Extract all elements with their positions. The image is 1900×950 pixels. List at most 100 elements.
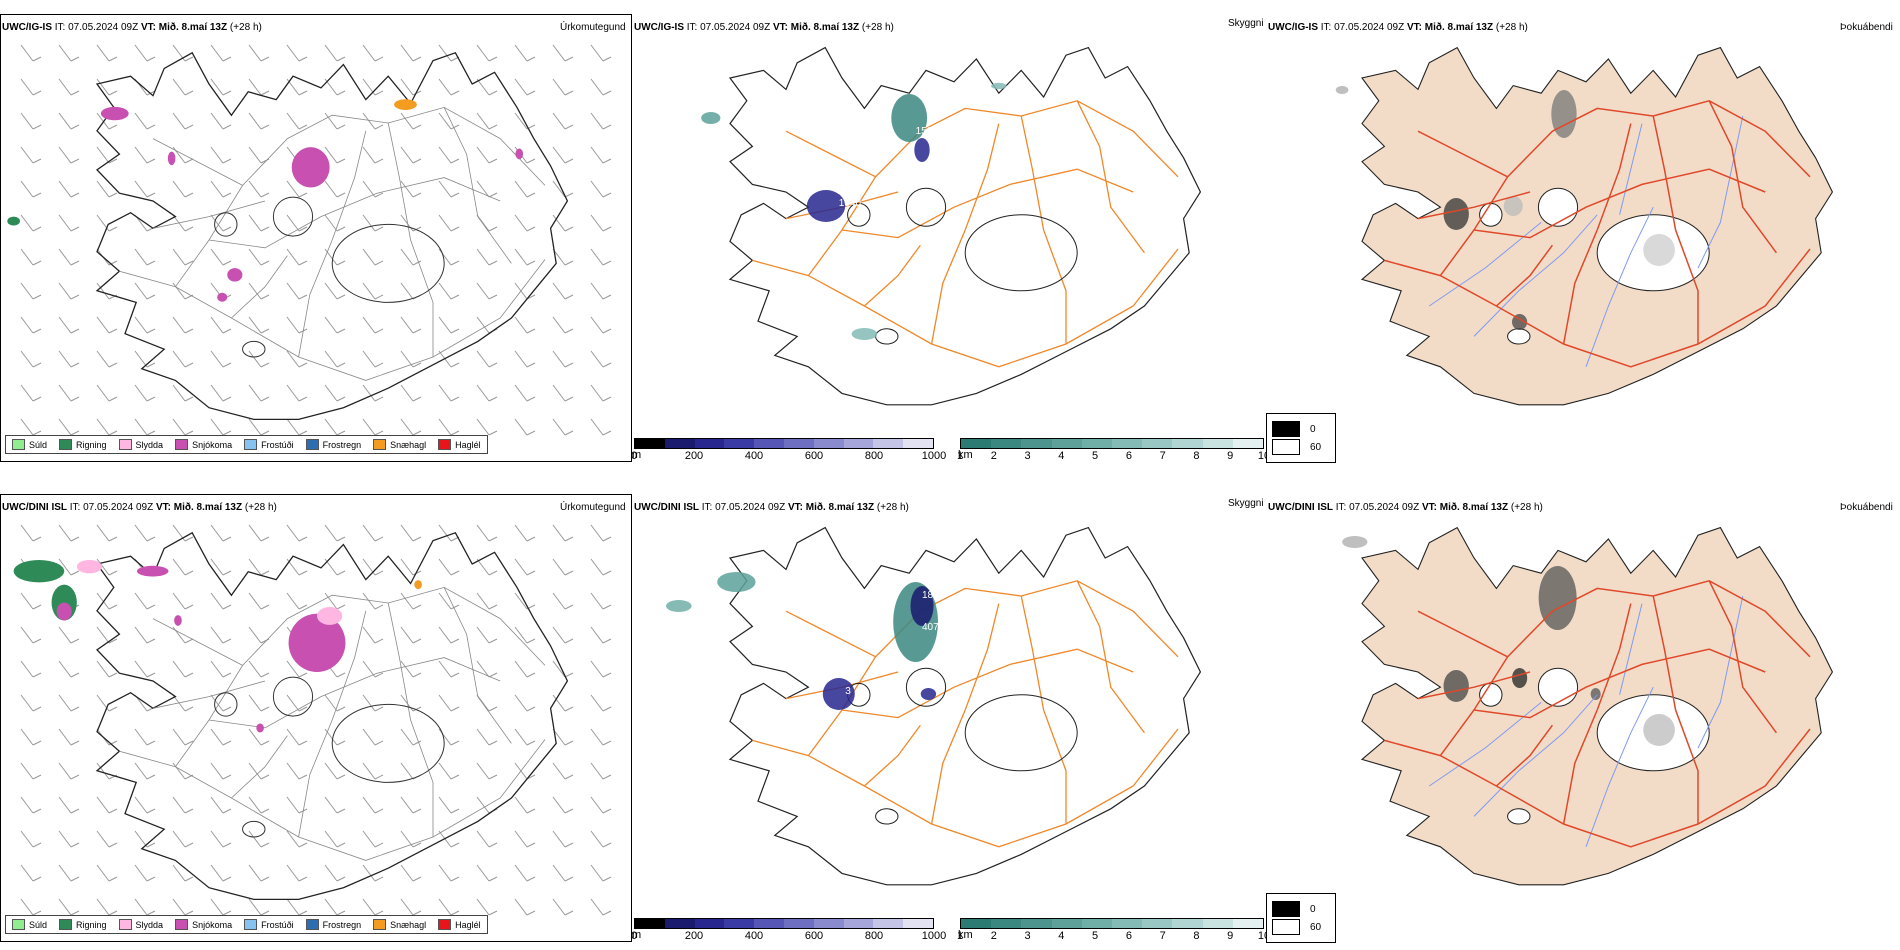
legend-item: Frostúði [244, 919, 294, 930]
precip-blob [414, 580, 422, 590]
colorbar-segment [1081, 919, 1113, 928]
glacier-outline [875, 328, 899, 345]
legend-label: Snæhagl [390, 919, 427, 930]
road [1439, 579, 1811, 757]
river-network [1428, 595, 1744, 847]
fog-legend-label: 60 [1310, 921, 1322, 933]
wind-barbs [20, 524, 612, 916]
colorbar-segment [813, 919, 844, 928]
precip-blob [136, 565, 169, 577]
ceiling-map-panel-1: 150 349 1040 [634, 30, 1274, 430]
fog-legend-label: 0 [1310, 903, 1316, 915]
colorbar-tick-label: 200 [684, 930, 704, 942]
colorbar-tick-label: 2 [990, 930, 997, 942]
fog-blob [1643, 234, 1675, 266]
colorbar-segment [1051, 439, 1082, 448]
road [1417, 130, 1508, 178]
road [152, 138, 243, 186]
colorbar-tick-label: 1 [956, 450, 964, 462]
colorbar-tick-label: 0 [630, 450, 638, 462]
model-name: UWC/IG-IS [1268, 22, 1318, 33]
road [1652, 115, 1699, 344]
colorbar-segment [813, 439, 844, 448]
colorbar-tick-label: 2 [990, 450, 997, 462]
legend-label: Frostúði [261, 919, 294, 930]
precip-map-2 [13, 524, 612, 916]
valid-time: VT: Mið. 8.maí 13Z [787, 502, 875, 513]
colorbar-tick-label: 6 [1125, 450, 1132, 462]
colorbar-tick-label: 6 [1125, 930, 1132, 942]
glacier-outline [905, 187, 947, 227]
ceiling-blob [806, 190, 846, 222]
fog-legend-item: 60 [1272, 919, 1330, 935]
river-network [1428, 115, 1744, 367]
legend-label: Haglél [455, 919, 481, 930]
precip-areas [13, 559, 422, 733]
legend-label: Snjókoma [192, 439, 233, 450]
legend-swatch [373, 919, 387, 930]
init-time: IT: 07.05.2024 09Z [69, 502, 154, 513]
model-name: UWC/DINI ISL [634, 502, 699, 513]
legend-item: Frostregn [305, 439, 361, 450]
colorbar-ticks: 1 2 3 4 5 6 7 8 9 10 [957, 929, 1270, 943]
colorbar-tick-label: 4 [1058, 930, 1065, 942]
colorbar-tick-label: 5 [1092, 930, 1099, 942]
road [1562, 123, 1632, 345]
fog-legend-swatch [1272, 901, 1300, 917]
init-time: IT: 07.05.2024 09Z [1320, 22, 1405, 33]
fog-header-1: UWC/IG-IS IT: 07.05.2024 09Z VT: Mið. 8.… [1268, 22, 1528, 33]
ceiling-value-label: 407 [922, 622, 939, 633]
precip-map-panel-2: Súld Rigning Slydda Snjókoma Frostúði Frostre… [0, 494, 632, 942]
glacier-outline [272, 676, 314, 717]
colorbar-segment [961, 919, 992, 928]
fog-legend-swatch [1272, 919, 1300, 935]
legend-label: Snæhagl [390, 439, 427, 450]
precip-blob [167, 151, 176, 166]
glacier-white [1537, 667, 1579, 707]
precip-header-1: UWC/IG-IS IT: 07.05.2024 09Z VT: Mið. 8.… [2, 22, 262, 33]
colorbar-tick-label: 800 [864, 450, 884, 462]
legend-item: Súld [12, 919, 47, 930]
colorbar-tick-label: 400 [744, 450, 764, 462]
ceiling-colorbar-2: 0 200 400 600 800 1000 m [631, 918, 946, 943]
ceiling-map-1: 150 349 1040 [701, 46, 1202, 406]
colorbar-segment [724, 919, 755, 928]
init-time: IT: 07.05.2024 09Z [1335, 502, 1420, 513]
fog-legend-1: 0 60 [1266, 413, 1336, 463]
colorbar-tick-label: 8 [1193, 930, 1200, 942]
colorbar-unit: m [632, 929, 642, 941]
fog-legend-item: 0 [1272, 421, 1330, 437]
road [152, 200, 266, 229]
colorbar-segment [694, 919, 725, 928]
ceiling-colorbar-1: 0 200 400 600 800 1000 m [630, 438, 946, 463]
fog-blob [1538, 566, 1577, 630]
iceland-land-fill [1360, 46, 1834, 406]
lead-time: (+28 h) [229, 22, 262, 33]
valid-time: VT: Mið. 8.maí 13Z [155, 502, 243, 513]
road-network [1384, 99, 1811, 368]
road [175, 586, 546, 768]
precip-map-panel-1: Súld Rigning Slydda Snjókoma Frostúði Frostre… [0, 14, 632, 462]
river [1428, 222, 1542, 307]
road [841, 168, 1134, 239]
glacier-outline [214, 212, 238, 237]
ceiling-areas [666, 572, 938, 710]
road [231, 255, 288, 319]
colorbar-segment [1172, 919, 1203, 928]
model-name: UWC/IG-IS [634, 22, 684, 33]
init-time: IT: 07.05.2024 09Z [701, 502, 786, 513]
ceiling-map-2: 189 407 3 [666, 526, 1202, 886]
colorbar-unit: km [958, 929, 973, 941]
legend-swatch [59, 439, 73, 450]
colorbar-tick-label: 600 [804, 450, 824, 462]
iceland-outline [95, 51, 569, 421]
valid-time: VT: Mið. 8.maí 13Z [1406, 22, 1494, 33]
legend-label: Frostúði [261, 439, 294, 450]
glacier-outline [905, 667, 947, 707]
road [807, 100, 1179, 276]
glacier-outline [242, 340, 266, 358]
legend-label: Rigning [76, 919, 107, 930]
visibility-title-2: Skyggni [1228, 498, 1264, 509]
ceiling-header-1: UWC/IG-IS IT: 07.05.2024 09Z VT: Mið. 8.… [634, 22, 894, 33]
colorbar-segment [961, 439, 992, 448]
